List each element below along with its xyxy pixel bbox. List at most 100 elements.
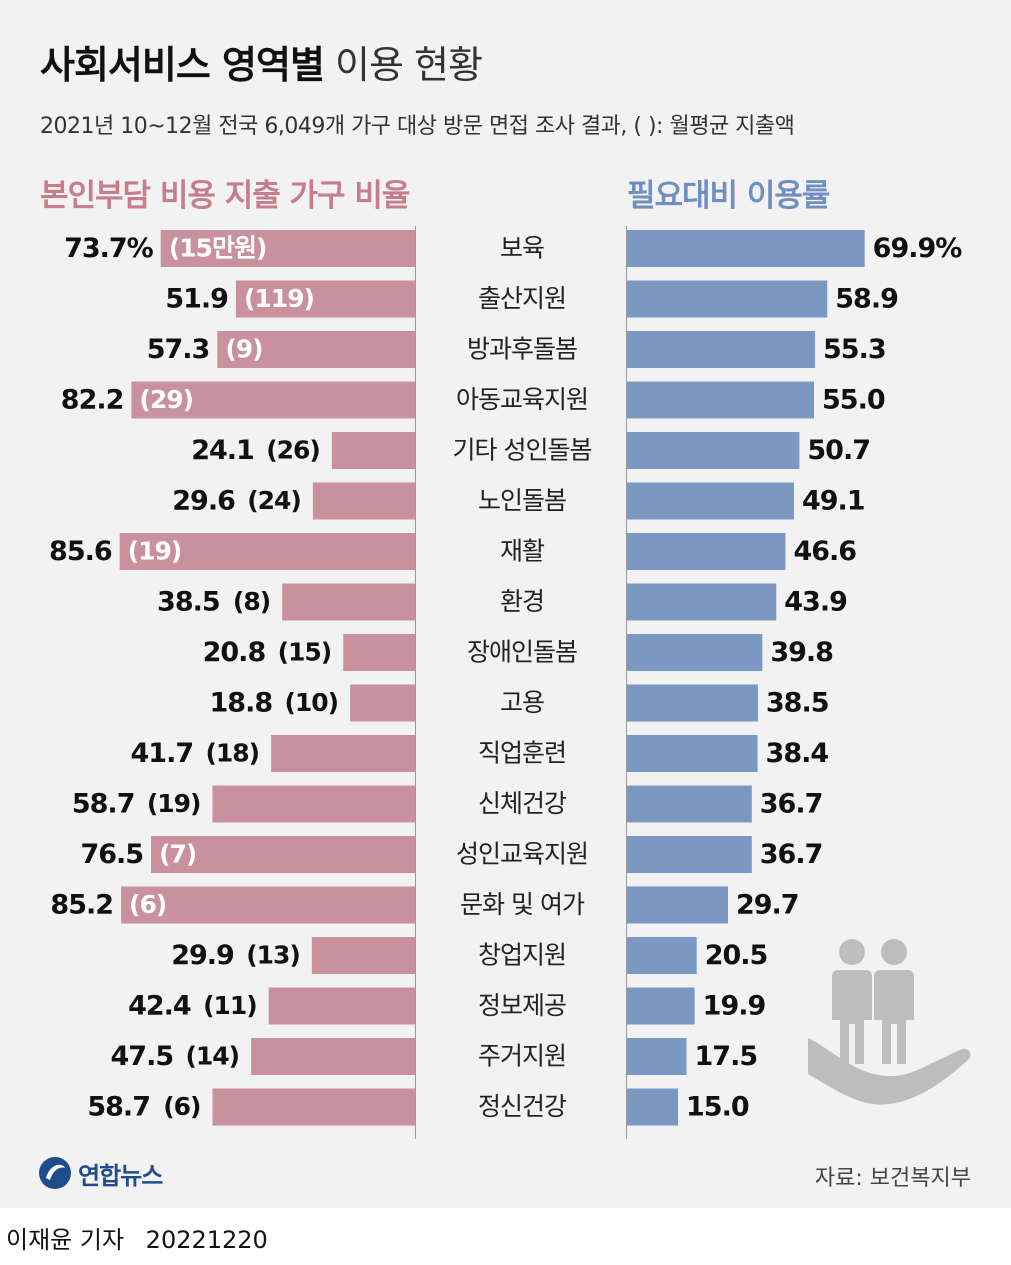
right-bar: [627, 937, 697, 974]
right-bar: [627, 735, 758, 772]
right-bar: [627, 533, 786, 570]
category-label: 방과후돌봄: [467, 335, 577, 364]
right-value-label: 38.5: [766, 688, 829, 719]
left-bar: [331, 432, 415, 469]
right-bar: [627, 230, 865, 267]
right-bar: [627, 482, 794, 520]
left-bar: [119, 533, 416, 570]
left-bar: [282, 583, 415, 621]
left-spend-label: (15): [278, 638, 332, 667]
left-bar: [251, 1038, 415, 1075]
left-bar: [271, 735, 415, 772]
right-bar: [627, 432, 800, 469]
left-bar: [160, 230, 415, 267]
category-label: 정보제공: [478, 991, 566, 1020]
right-value-label: 55.0: [822, 385, 885, 416]
left-spend-label: (14): [185, 1042, 239, 1071]
left-spend-label: (15만원): [169, 234, 267, 263]
right-bar: [627, 785, 752, 823]
left-value-label: 38.5: [157, 587, 220, 618]
category-label: 환경: [500, 587, 544, 616]
yonhap-globe-icon: [39, 1157, 71, 1189]
left-bar: [311, 937, 415, 974]
category-label: 문화 및 여가: [460, 890, 585, 919]
right-bar: [627, 987, 695, 1025]
right-value-label: 49.1: [802, 486, 865, 517]
category-label: 재활: [500, 537, 545, 566]
category-label: 기타 성인돌봄: [453, 436, 592, 465]
right-value-label: 39.8: [770, 637, 833, 668]
right-value-label: 50.7: [807, 435, 870, 466]
category-label: 성인교육지원: [456, 840, 588, 869]
reporter-name: 이재윤 기자: [6, 1226, 125, 1254]
left-spend-label: (9): [225, 335, 262, 364]
title-light: 이용 현황: [335, 43, 483, 87]
left-value-label: 18.8: [210, 688, 273, 719]
left-spend-label: (13): [246, 941, 300, 970]
left-spend-label: (19): [147, 789, 201, 818]
right-bar: [627, 331, 816, 368]
category-label: 장애인돌봄: [467, 638, 577, 667]
category-label: 출산지원: [478, 284, 566, 313]
left-value-label: 58.7: [72, 789, 135, 820]
category-label: 직업훈련: [478, 739, 566, 768]
left-value-label: 24.1: [191, 435, 254, 466]
right-bar: [627, 1088, 678, 1126]
category-label: 아동교육지원: [456, 385, 588, 414]
left-value-label: 85.6: [49, 536, 112, 567]
left-spend-label: (24): [247, 486, 301, 515]
yonhap-logo: 연합뉴스: [38, 1155, 163, 1191]
right-bar: [627, 280, 828, 318]
page-title: 사회서비스 영역별 이용 현황: [40, 34, 483, 89]
category-label: 신체건강: [478, 789, 567, 818]
category-label: 고용: [500, 688, 544, 717]
left-spend-label: (6): [163, 1092, 200, 1121]
left-value-label: 73.7%: [64, 233, 154, 264]
category-label: 보육: [500, 234, 544, 263]
left-spend-label: (8): [233, 587, 270, 616]
right-value-label: 36.7: [760, 839, 823, 870]
left-spend-label: (11): [203, 991, 257, 1020]
title-bold: 사회서비스 영역별: [40, 43, 325, 87]
left-spend-label: (18): [205, 739, 259, 768]
left-value-label: 29.6: [172, 486, 235, 517]
subtitle: 2021년 10~12월 전국 6,049개 가구 대상 방문 면접 조사 결과…: [40, 114, 795, 139]
right-value-label: 69.9%: [873, 233, 963, 264]
left-spend-label: (19): [128, 537, 182, 566]
right-value-label: 15.0: [686, 1092, 749, 1123]
left-series-header: 본인부담 비용 지출 가구 비율: [40, 178, 410, 214]
left-bar: [312, 482, 415, 520]
left-bar: [131, 381, 415, 419]
right-value-label: 20.5: [705, 940, 768, 971]
left-bar: [217, 331, 415, 368]
category-label: 정신건강: [478, 1092, 567, 1121]
source-note: 자료: 보건복지부: [814, 1166, 971, 1191]
logo-text: 연합뉴스: [78, 1161, 163, 1190]
left-spend-label: (119): [244, 284, 314, 313]
left-spend-label: (26): [266, 436, 320, 465]
right-bar: [627, 886, 728, 924]
left-spend-label: (10): [284, 688, 338, 717]
left-bar: [212, 785, 415, 823]
left-value-label: 82.2: [61, 385, 124, 416]
left-value-label: 20.8: [203, 637, 266, 668]
left-bar: [343, 634, 415, 671]
butterfly-bar-chart: 73.7% (15만원) 보육 69.9% 51.9 (119) 출산지원 58.9 57.3 (…: [49, 226, 963, 1139]
right-series-header: 필요대비 이용률: [627, 178, 830, 214]
right-value-label: 43.9: [784, 587, 847, 618]
right-bar: [627, 381, 814, 419]
left-bar: [151, 836, 415, 873]
right-value-label: 29.7: [736, 890, 799, 921]
right-bar: [627, 634, 763, 671]
left-value-label: 47.5: [111, 1041, 174, 1072]
right-value-label: 19.9: [703, 991, 766, 1022]
left-value-label: 85.2: [50, 890, 113, 921]
byline: 이재윤 기자 20221220: [6, 1220, 268, 1255]
left-spend-label: (7): [159, 840, 196, 869]
right-value-label: 36.7: [760, 789, 823, 820]
left-value-label: 51.9: [165, 284, 228, 315]
left-value-label: 57.3: [147, 334, 210, 365]
right-value-label: 38.4: [766, 738, 829, 769]
publish-date: 20221220: [145, 1226, 268, 1254]
left-value-label: 29.9: [171, 940, 234, 971]
